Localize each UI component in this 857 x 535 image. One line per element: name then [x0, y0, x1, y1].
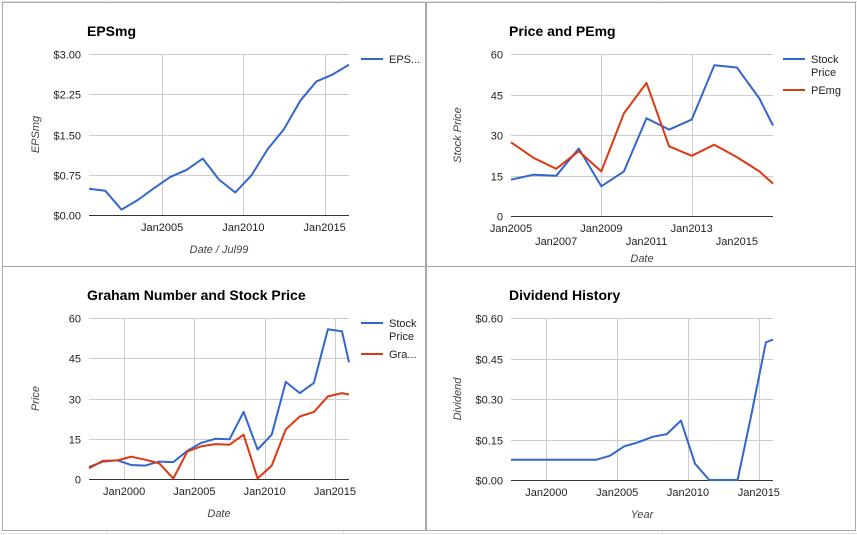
series-line-1 — [511, 338, 774, 481]
y-tick-label: $0.00 — [475, 476, 503, 488]
y-tick-label: $0.45 — [475, 355, 503, 367]
chart-epsmg: EPSmg $0.00 $0.75 $1.50 $2.25 $3.00 Jan2005 Jan… — [30, 23, 420, 256]
y-tick-label: 0 — [75, 475, 81, 487]
y-tick-label: $3.00 — [53, 50, 81, 62]
y-tick-label: 15 — [491, 172, 503, 184]
y-axis-label: Price — [30, 386, 42, 411]
series-line-1 — [510, 64, 774, 188]
x-axis-label: Date — [630, 253, 653, 265]
x-tick-label: Jan2000 — [525, 487, 567, 499]
y-axis-label: Dividend — [452, 377, 464, 421]
y-tick-label: $2.25 — [53, 90, 81, 102]
legend-entry-1: Price — [811, 67, 836, 79]
y-axis-label: EPSmg — [30, 115, 42, 153]
chart-panel-price-pemg[interactable]: Price and PEmg 0 15 30 45 60 Jan2005 Jan2007 Jan… — [426, 2, 856, 267]
y-tick-label: $1.50 — [53, 131, 81, 143]
y-tick-label: 45 — [69, 354, 81, 366]
y-tick-label: 60 — [69, 314, 81, 326]
chart-panel-dividend[interactable]: Dividend History $0.00 $0.15 $0.30 $0.45 $0.6… — [426, 266, 856, 531]
series-line-1 — [88, 328, 350, 468]
y-tick-label: $0.00 — [53, 211, 81, 223]
chart-title: Graham Number and Stock Price — [87, 287, 306, 303]
chart-title: Price and PEmg — [509, 23, 616, 39]
chart-graham: Graham Number and Stock Price 0 15 30 45 60 Ja… — [30, 287, 417, 520]
x-tick-label: Jan2005 — [490, 223, 532, 235]
x-tick-label: Jan2000 — [103, 486, 145, 498]
legend-entry-1: Stock — [811, 54, 839, 66]
x-tick-label: Jan2010 — [667, 487, 709, 499]
y-tick-label: 15 — [69, 435, 81, 447]
series-line-1 — [88, 63, 350, 211]
chart-dividend: Dividend History $0.00 $0.15 $0.30 $0.45 $0.6… — [452, 287, 780, 521]
series-line-2 — [510, 81, 774, 185]
x-tick-label: Jan2011 — [626, 236, 667, 248]
x-tick-label: Jan2005 — [173, 486, 215, 498]
x-tick-label: Jan2010 — [244, 486, 286, 498]
legend-entry-2: PEmg — [811, 85, 841, 97]
y-tick-label: $0.75 — [53, 171, 81, 183]
chart-panel-epsmg[interactable]: EPSmg $0.00 $0.75 $1.50 $2.25 $3.00 Jan2005 Jan… — [2, 2, 426, 267]
y-tick-label: $0.60 — [475, 314, 503, 326]
x-axis-label: Year — [631, 509, 655, 521]
x-tick-label: Jan2015 — [304, 222, 346, 234]
chart-panel-graham[interactable]: Graham Number and Stock Price 0 15 30 45 60 Ja… — [2, 266, 426, 531]
y-tick-label: 60 — [491, 50, 503, 62]
chart-title: Dividend History — [509, 287, 620, 303]
chart-price-pemg: Price and PEmg015304560Jan2005Jan2007Jan… — [452, 23, 841, 265]
x-tick-label: Jan2007 — [535, 236, 577, 248]
y-tick-label: $0.15 — [475, 436, 503, 448]
series-line-2 — [88, 392, 350, 480]
legend-entry-1: EPS... — [389, 54, 420, 66]
x-tick-label: Jan2010 — [222, 222, 264, 234]
legend-entry-1: Stock — [389, 318, 417, 330]
x-tick-label: Jan2005 — [596, 487, 638, 499]
y-tick-label: 30 — [491, 131, 503, 143]
x-tick-label: Jan2015 — [716, 236, 758, 248]
y-tick-label: 45 — [491, 91, 503, 103]
legend-entry-1: Price — [389, 331, 414, 343]
y-tick-label: $0.30 — [475, 395, 503, 407]
legend-entry-2: Gra... — [389, 349, 417, 361]
chart-title: EPSmg — [87, 23, 136, 39]
y-axis-label: Stock Price — [452, 107, 464, 163]
x-tick-label: Jan2015 — [314, 486, 356, 498]
y-tick-label: 30 — [69, 395, 81, 407]
x-axis-label: Date / Jul99 — [190, 244, 249, 256]
x-axis-label: Date — [207, 508, 230, 520]
x-tick-label: Jan2015 — [738, 487, 780, 499]
x-tick-label: Jan2009 — [580, 223, 622, 235]
y-tick-label: 0 — [497, 212, 503, 224]
x-tick-label: Jan2013 — [671, 223, 713, 235]
x-tick-label: Jan2005 — [141, 222, 183, 234]
